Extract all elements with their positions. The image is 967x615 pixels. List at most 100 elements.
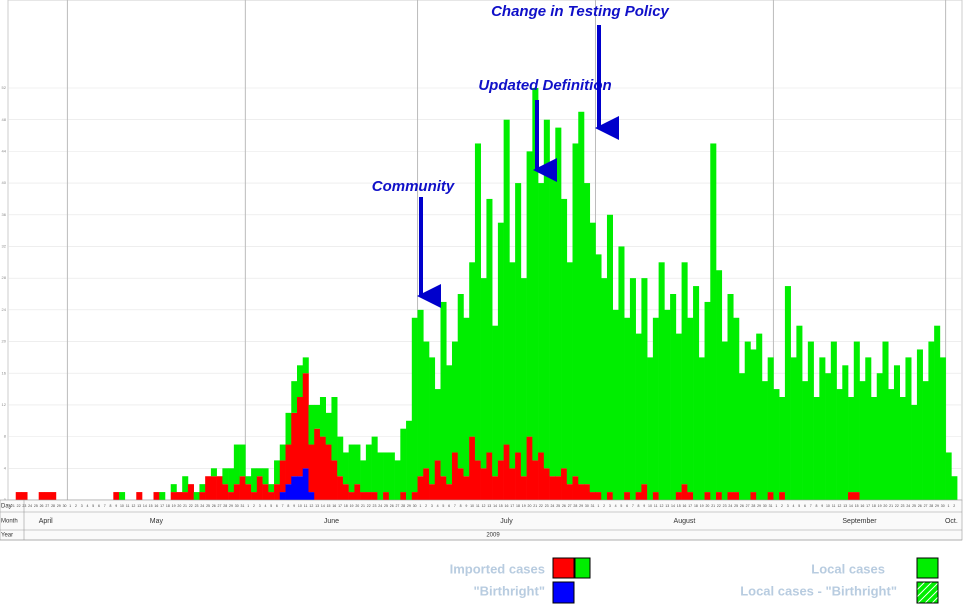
bar <box>761 381 768 500</box>
bar <box>411 317 418 493</box>
bar <box>400 428 407 493</box>
bar <box>342 452 349 485</box>
day-label: 2 <box>425 504 427 508</box>
bar <box>331 397 338 461</box>
bar <box>325 412 332 445</box>
day-label: 16 <box>154 504 158 508</box>
bar <box>388 452 395 500</box>
day-label: 12 <box>837 504 841 508</box>
legend-label: "Birthright" <box>473 583 545 598</box>
bar <box>744 341 751 500</box>
bar <box>406 420 413 500</box>
day-label: 5 <box>442 504 444 508</box>
bar <box>756 333 763 500</box>
bar <box>589 222 596 493</box>
bar <box>228 492 235 500</box>
day-label: 23 <box>22 504 26 508</box>
bar <box>400 492 407 500</box>
legend-swatch <box>552 557 575 579</box>
day-label: 27 <box>45 504 49 508</box>
bar <box>543 468 550 500</box>
bar <box>727 294 734 493</box>
bar <box>360 460 367 493</box>
day-label: 18 <box>872 504 876 508</box>
annotation: Change in Testing Policy <box>491 3 669 20</box>
bar <box>210 468 217 477</box>
bar <box>538 183 545 453</box>
day-label: 23 <box>723 504 727 508</box>
day-label: 31 <box>591 504 595 508</box>
day-label: 2 <box>603 504 605 508</box>
day-label: 18 <box>166 504 170 508</box>
bar <box>538 452 545 500</box>
bar <box>463 317 470 477</box>
day-label: 10 <box>826 504 830 508</box>
day-label: 3 <box>431 504 433 508</box>
day-label: 3 <box>787 504 789 508</box>
day-label: 11 <box>476 504 480 508</box>
day-label: 7 <box>632 504 634 508</box>
day-label: 25 <box>734 504 738 508</box>
bar <box>434 389 441 461</box>
bar <box>429 357 436 485</box>
axis-rows <box>0 499 963 541</box>
bar <box>245 484 252 500</box>
month-label: June <box>324 518 339 525</box>
day-label: 9 <box>643 504 645 508</box>
bar <box>233 444 240 485</box>
bar <box>463 476 470 500</box>
day-label: 28 <box>51 504 55 508</box>
bar <box>492 476 499 500</box>
day-label: 1 <box>419 504 421 508</box>
bar <box>830 341 837 500</box>
day-label: 19 <box>350 504 354 508</box>
month-label: May <box>150 518 164 525</box>
bar <box>365 492 372 500</box>
bar <box>905 357 912 500</box>
bar <box>348 492 355 500</box>
bar <box>279 460 286 493</box>
day-label: 5 <box>798 504 800 508</box>
bar <box>532 88 539 461</box>
bar <box>429 484 436 500</box>
bar <box>274 460 281 485</box>
bar <box>566 262 573 485</box>
day-label: 5 <box>620 504 622 508</box>
day-label: 25 <box>912 504 916 508</box>
day-label: 20 <box>177 504 181 508</box>
bar <box>561 468 568 500</box>
bar <box>561 198 568 469</box>
day-label: 14 <box>143 504 147 508</box>
day-label: 6 <box>804 504 806 508</box>
bar <box>417 476 424 500</box>
bar <box>836 389 843 500</box>
bar <box>446 365 453 485</box>
bar <box>222 468 229 485</box>
day-label: 17 <box>160 504 164 508</box>
bar <box>360 492 367 500</box>
bar <box>480 278 487 469</box>
bar <box>848 492 855 500</box>
bar <box>348 444 355 493</box>
day-label: 20 <box>528 504 532 508</box>
bar <box>440 301 447 477</box>
bar <box>635 333 642 493</box>
bar <box>182 476 189 493</box>
day-label: 12 <box>309 504 313 508</box>
bar <box>216 476 223 500</box>
bar <box>262 484 269 500</box>
bar <box>394 460 401 500</box>
day-label: 22 <box>539 504 543 508</box>
bar <box>325 444 332 500</box>
bar <box>635 492 642 500</box>
bar <box>716 492 723 500</box>
bar <box>647 357 654 500</box>
day-label: 26 <box>212 504 216 508</box>
month-label: Oct. <box>945 518 958 525</box>
bar <box>251 492 258 500</box>
bar <box>716 270 723 493</box>
bar <box>733 317 740 493</box>
day-label: 11 <box>304 504 308 508</box>
day-label: 20 <box>883 504 887 508</box>
bar <box>21 492 28 500</box>
